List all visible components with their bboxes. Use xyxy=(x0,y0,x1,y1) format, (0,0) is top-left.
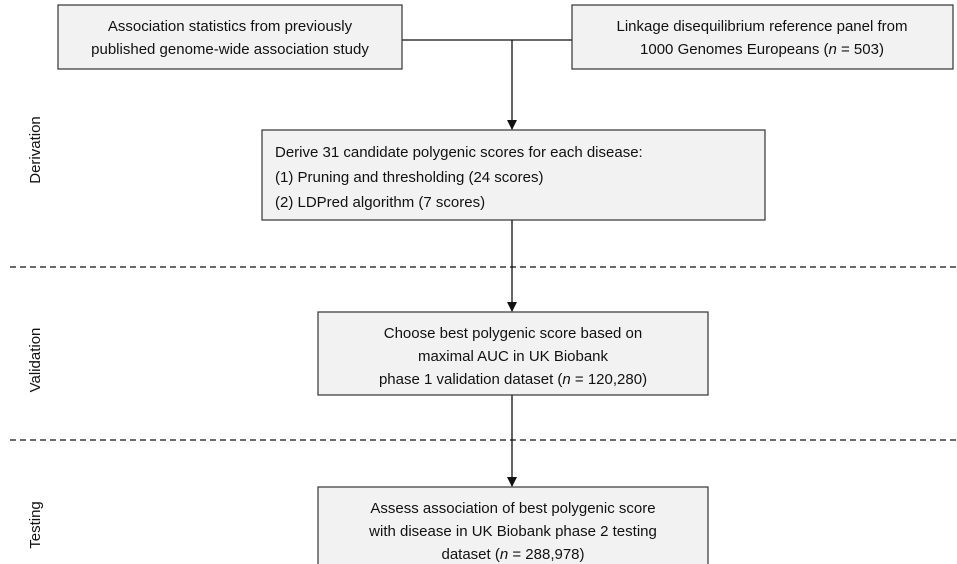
node-text: Choose best polygenic score based on xyxy=(384,325,643,342)
node-box xyxy=(261,129,766,221)
node-box xyxy=(571,4,954,70)
node-text: 1000 Genomes Europeans (n = 503) xyxy=(640,41,884,58)
node-text: with disease in UK Biobank phase 2 testi… xyxy=(368,523,657,540)
text-part: Derive 31 candidate polygenic scores for… xyxy=(275,144,643,161)
text-part: (1) Pruning and thresholding (24 scores) xyxy=(275,169,543,186)
node-text: Association statistics from previously xyxy=(108,18,353,35)
node-text: published genome-wide association study xyxy=(91,41,369,58)
text-part: 1000 Genomes Europeans ( xyxy=(640,41,828,58)
node-box xyxy=(317,486,709,564)
node-text: maximal AUC in UK Biobank xyxy=(418,348,609,365)
text-part: with disease in UK Biobank phase 2 testi… xyxy=(368,523,657,540)
text-part: published genome-wide association study xyxy=(91,41,369,58)
text-part: Choose best polygenic score based on xyxy=(384,325,643,342)
text-part: = 503) xyxy=(837,41,884,58)
node-text: Derive 31 candidate polygenic scores for… xyxy=(275,144,643,161)
text-part: n xyxy=(562,371,570,388)
node-text: Linkage disequilibrium reference panel f… xyxy=(617,18,908,35)
node-text: (2) LDPred algorithm (7 scores) xyxy=(275,194,485,211)
text-part: (2) LDPred algorithm (7 scores) xyxy=(275,194,485,211)
node-box xyxy=(317,311,709,396)
text-part: n xyxy=(500,546,508,563)
stage-label: Derivation xyxy=(27,116,44,184)
text-part: maximal AUC in UK Biobank xyxy=(418,348,609,365)
stage-label: Testing xyxy=(27,501,44,549)
text-part: Association statistics from previously xyxy=(108,18,353,35)
text-part: phase 1 validation dataset ( xyxy=(379,371,562,388)
node-text: dataset (n = 288,978) xyxy=(441,546,584,563)
text-part: Linkage disequilibrium reference panel f… xyxy=(617,18,908,35)
text-part: = 120,280) xyxy=(571,371,647,388)
text-part: n xyxy=(828,41,836,58)
text-part: Assess association of best polygenic sco… xyxy=(370,500,655,517)
text-part: dataset ( xyxy=(441,546,499,563)
text-part: = 288,978) xyxy=(508,546,584,563)
node-text: Assess association of best polygenic sco… xyxy=(370,500,655,517)
stage-label: Validation xyxy=(27,328,44,393)
node-text: (1) Pruning and thresholding (24 scores) xyxy=(275,169,543,186)
node-text: phase 1 validation dataset (n = 120,280) xyxy=(379,371,647,388)
node-box xyxy=(57,4,403,70)
